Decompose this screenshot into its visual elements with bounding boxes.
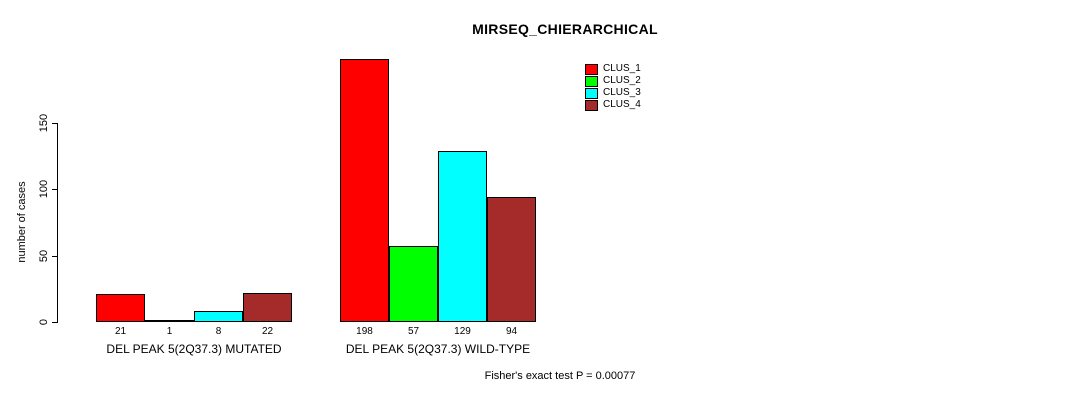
legend-item-CLUS_1: CLUS_1 bbox=[585, 63, 641, 75]
bar-CLUS_4-group1 bbox=[243, 293, 292, 322]
bar-CLUS_1-group2 bbox=[340, 59, 389, 322]
bar-value-label: 129 bbox=[454, 326, 471, 337]
y-tick-label: 100 bbox=[38, 179, 50, 199]
group-label: DEL PEAK 5(2Q37.3) WILD-TYPE bbox=[345, 342, 531, 356]
legend-swatch bbox=[585, 75, 598, 87]
bar-value-label: 57 bbox=[407, 326, 420, 337]
y-tick-label: 0 bbox=[38, 318, 50, 326]
legend-label: CLUS_1 bbox=[603, 63, 641, 74]
bar-CLUS_2-group2 bbox=[389, 246, 438, 322]
y-tick-mark bbox=[52, 256, 57, 257]
legend-label: CLUS_4 bbox=[603, 99, 641, 110]
bar-CLUS_4-group2 bbox=[487, 197, 536, 322]
bar-CLUS_3-group2 bbox=[438, 151, 487, 322]
bar-value-label: 94 bbox=[505, 326, 518, 337]
bar-value-label: 21 bbox=[114, 326, 127, 337]
legend-swatch bbox=[585, 87, 598, 99]
legend-swatch bbox=[585, 63, 598, 75]
legend-label: CLUS_2 bbox=[603, 75, 641, 86]
y-tick-label: 150 bbox=[38, 113, 50, 133]
legend: CLUS_1 CLUS_2 CLUS_3 CLUS_4 bbox=[585, 63, 641, 111]
y-axis-label: number of cases bbox=[16, 181, 28, 263]
bar-value-label: 22 bbox=[261, 326, 274, 337]
legend-swatch bbox=[585, 99, 598, 111]
chart-title: MIRSEQ_CHIERARCHICAL bbox=[472, 21, 658, 37]
bar-value-label: 198 bbox=[356, 326, 373, 337]
legend-label: CLUS_3 bbox=[603, 87, 641, 98]
legend-item-CLUS_3: CLUS_3 bbox=[585, 87, 641, 99]
bar-CLUS_1-group1 bbox=[96, 294, 145, 322]
bar-value-label: 1 bbox=[166, 326, 173, 337]
y-axis-line bbox=[57, 123, 58, 323]
bar-CLUS_3-group1 bbox=[194, 311, 243, 322]
legend-item-CLUS_4: CLUS_4 bbox=[585, 99, 641, 111]
y-tick-mark bbox=[52, 123, 57, 124]
legend-item-CLUS_2: CLUS_2 bbox=[585, 75, 641, 87]
bar-value-label: 8 bbox=[215, 326, 222, 337]
bar-CLUS_2-group1 bbox=[145, 320, 194, 322]
group-label: DEL PEAK 5(2Q37.3) MUTATED bbox=[106, 342, 282, 356]
y-tick-label: 50 bbox=[38, 249, 50, 263]
y-tick-mark bbox=[52, 189, 57, 190]
y-tick-mark bbox=[52, 322, 57, 323]
footnote-fisher-test: Fisher's exact test P = 0.00077 bbox=[484, 370, 636, 382]
